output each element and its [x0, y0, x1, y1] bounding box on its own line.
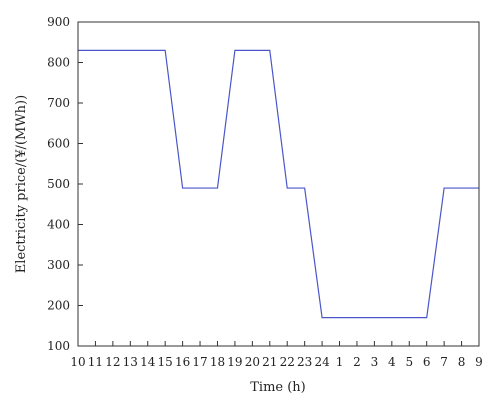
x-tick-label: 14 [140, 355, 156, 369]
x-tick-label: 20 [245, 355, 260, 369]
x-axis-label: Time (h) [250, 380, 306, 395]
x-tick-label: 24 [314, 355, 330, 369]
x-tick-label: 11 [88, 355, 103, 369]
x-tick-label: 16 [175, 355, 190, 369]
x-tick-label: 17 [192, 355, 207, 369]
y-tick-label: 500 [47, 177, 70, 191]
x-tick-label: 13 [123, 355, 138, 369]
x-tick-label: 1 [336, 355, 344, 369]
y-tick-label: 900 [47, 15, 70, 29]
y-tick-label: 100 [47, 339, 70, 353]
x-axis-ticks: 10 11 12 13 14 15 16 17 18 19 20 21 22 23 24 1 2 3 4 5 6 7 8 9 [70, 341, 483, 369]
y-tick-label: 400 [47, 218, 70, 232]
x-tick-label: 9 [475, 355, 483, 369]
x-tick-label: 21 [262, 355, 277, 369]
x-tick-label: 2 [353, 355, 361, 369]
y-tick-label: 700 [47, 96, 70, 110]
x-tick-label: 19 [227, 355, 242, 369]
y-tick-label: 300 [47, 258, 70, 272]
x-tick-label: 7 [440, 355, 448, 369]
x-tick-label: 12 [105, 355, 120, 369]
x-tick-label: 10 [70, 355, 85, 369]
x-tick-label: 5 [405, 355, 413, 369]
x-tick-label: 18 [210, 355, 225, 369]
x-tick-label: 23 [297, 355, 312, 369]
y-tick-label: 800 [47, 56, 70, 70]
x-tick-label: 6 [423, 355, 431, 369]
y-tick-label: 600 [47, 137, 70, 151]
plot-frame [77, 21, 480, 347]
y-tick-label: 200 [47, 299, 70, 313]
y-axis-label: Electricity price/(¥/(MWh)) [14, 95, 29, 273]
x-tick-label: 4 [388, 355, 396, 369]
x-tick-label: 22 [280, 355, 295, 369]
x-tick-label: 3 [371, 355, 379, 369]
x-tick-label: 8 [458, 355, 466, 369]
y-axis-ticks: 100 200 300 400 500 600 700 800 900 [47, 15, 83, 353]
x-tick-label: 15 [158, 355, 173, 369]
price-series-line [78, 49, 479, 319]
